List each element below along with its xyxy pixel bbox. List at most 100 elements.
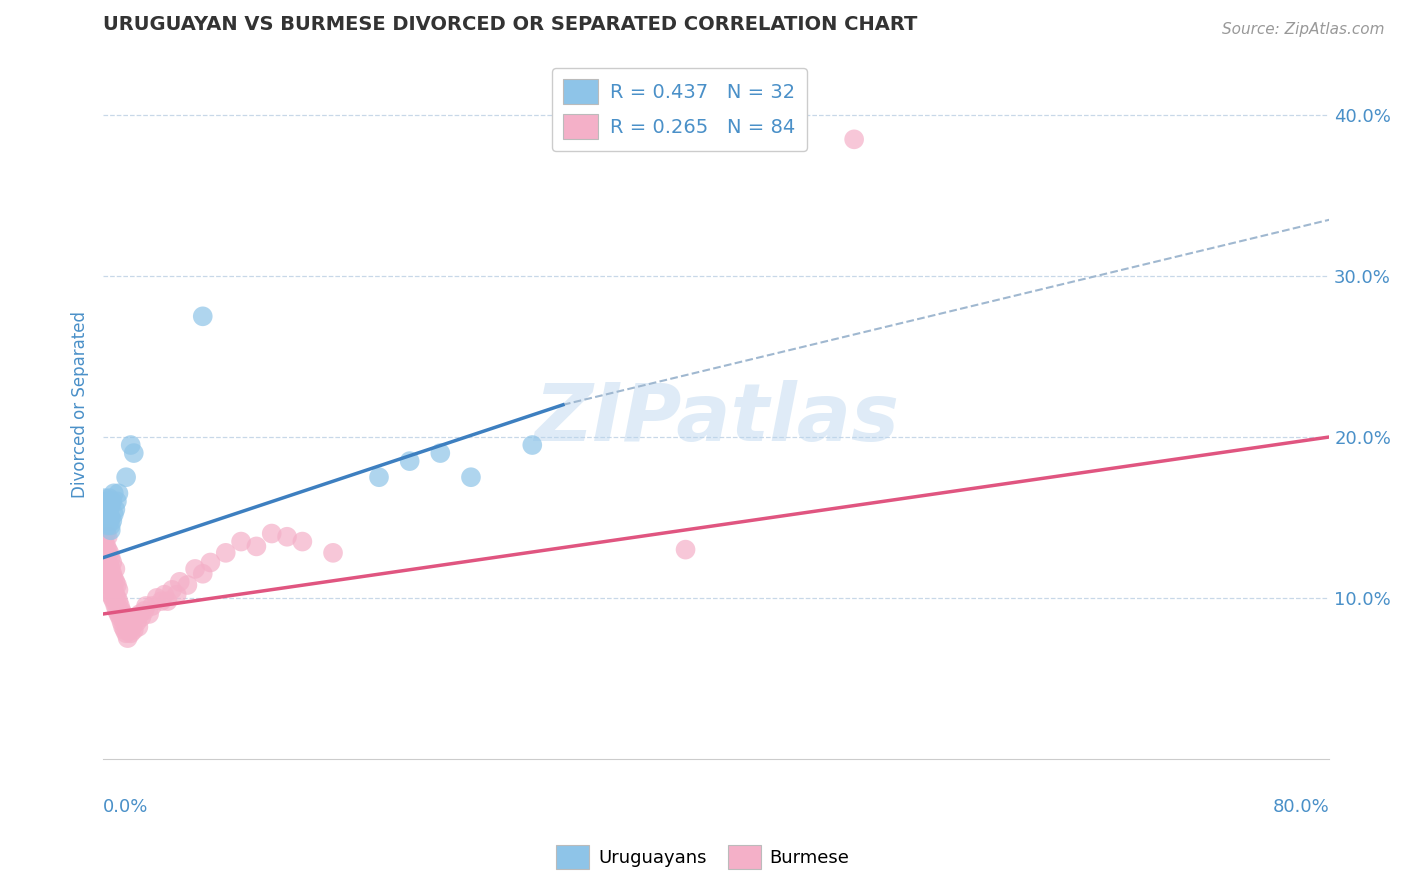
Point: [100, 518, 122, 533]
Point: [108, 610, 131, 624]
Point: [122, 623, 145, 637]
Point: [141, 599, 163, 613]
Point: [98, 502, 121, 516]
Point: [110, 615, 132, 629]
Point: [114, 610, 136, 624]
Point: [96, 514, 118, 528]
Point: [120, 626, 142, 640]
Point: [191, 566, 214, 581]
Point: [117, 620, 139, 634]
Legend: R = 0.437   N = 32, R = 0.265   N = 84: R = 0.437 N = 32, R = 0.265 N = 84: [551, 68, 807, 151]
Point: [166, 588, 188, 602]
Point: [169, 574, 191, 589]
Point: [522, 438, 544, 452]
Point: [103, 507, 125, 521]
Point: [93, 502, 115, 516]
Point: [96, 498, 118, 512]
Point: [115, 626, 138, 640]
Point: [97, 494, 120, 508]
Point: [96, 550, 118, 565]
Point: [101, 566, 124, 581]
Point: [98, 582, 121, 597]
Point: [101, 556, 124, 570]
Point: [110, 604, 132, 618]
Point: [97, 542, 120, 557]
Point: [97, 578, 120, 592]
Point: [101, 514, 124, 528]
Point: [117, 631, 139, 645]
Point: [104, 502, 127, 516]
Point: [101, 494, 124, 508]
Point: [122, 446, 145, 460]
Text: ZIPatlas: ZIPatlas: [534, 380, 898, 458]
Point: [153, 588, 176, 602]
Point: [107, 594, 129, 608]
Point: [675, 542, 697, 557]
Point: [121, 620, 143, 634]
Point: [842, 132, 865, 146]
Text: 80.0%: 80.0%: [1272, 797, 1329, 815]
Point: [93, 534, 115, 549]
Point: [429, 446, 451, 460]
Point: [107, 607, 129, 621]
Point: [115, 615, 138, 629]
Point: [103, 572, 125, 586]
Point: [105, 494, 128, 508]
Point: [115, 470, 138, 484]
Point: [97, 566, 120, 581]
Point: [97, 518, 120, 533]
Point: [124, 610, 146, 624]
Point: [103, 486, 125, 500]
Point: [176, 578, 198, 592]
Point: [134, 604, 156, 618]
Point: [96, 574, 118, 589]
Point: [100, 498, 122, 512]
Point: [260, 526, 283, 541]
Point: [120, 615, 142, 629]
Point: [107, 582, 129, 597]
Point: [100, 510, 122, 524]
Point: [146, 591, 169, 605]
Point: [460, 470, 482, 484]
Point: [98, 514, 121, 528]
Point: [135, 599, 157, 613]
Point: [200, 556, 222, 570]
Point: [96, 562, 118, 576]
Point: [112, 620, 135, 634]
Point: [150, 594, 173, 608]
Text: Source: ZipAtlas.com: Source: ZipAtlas.com: [1222, 22, 1385, 37]
Point: [101, 591, 124, 605]
Point: [107, 486, 129, 500]
Point: [104, 588, 127, 602]
Point: [112, 607, 135, 621]
Point: [105, 591, 128, 605]
Legend: Uruguayans, Burmese: Uruguayans, Burmese: [550, 838, 856, 876]
Point: [103, 594, 125, 608]
Point: [97, 530, 120, 544]
Point: [98, 546, 121, 560]
Point: [98, 491, 121, 505]
Text: 0.0%: 0.0%: [103, 797, 149, 815]
Point: [191, 310, 214, 324]
Point: [93, 558, 115, 573]
Point: [98, 572, 121, 586]
Point: [368, 470, 391, 484]
Point: [100, 550, 122, 565]
Point: [104, 562, 127, 576]
Point: [105, 604, 128, 618]
Point: [127, 620, 149, 634]
Point: [322, 546, 344, 560]
Point: [114, 623, 136, 637]
Point: [101, 578, 124, 592]
Point: [156, 594, 179, 608]
Point: [245, 540, 267, 554]
Point: [104, 574, 127, 589]
Point: [103, 582, 125, 597]
Point: [100, 524, 122, 538]
Point: [100, 588, 122, 602]
Point: [276, 530, 298, 544]
Point: [291, 534, 314, 549]
Y-axis label: Divorced or Separated: Divorced or Separated: [72, 311, 89, 499]
Point: [93, 546, 115, 560]
Point: [129, 607, 152, 621]
